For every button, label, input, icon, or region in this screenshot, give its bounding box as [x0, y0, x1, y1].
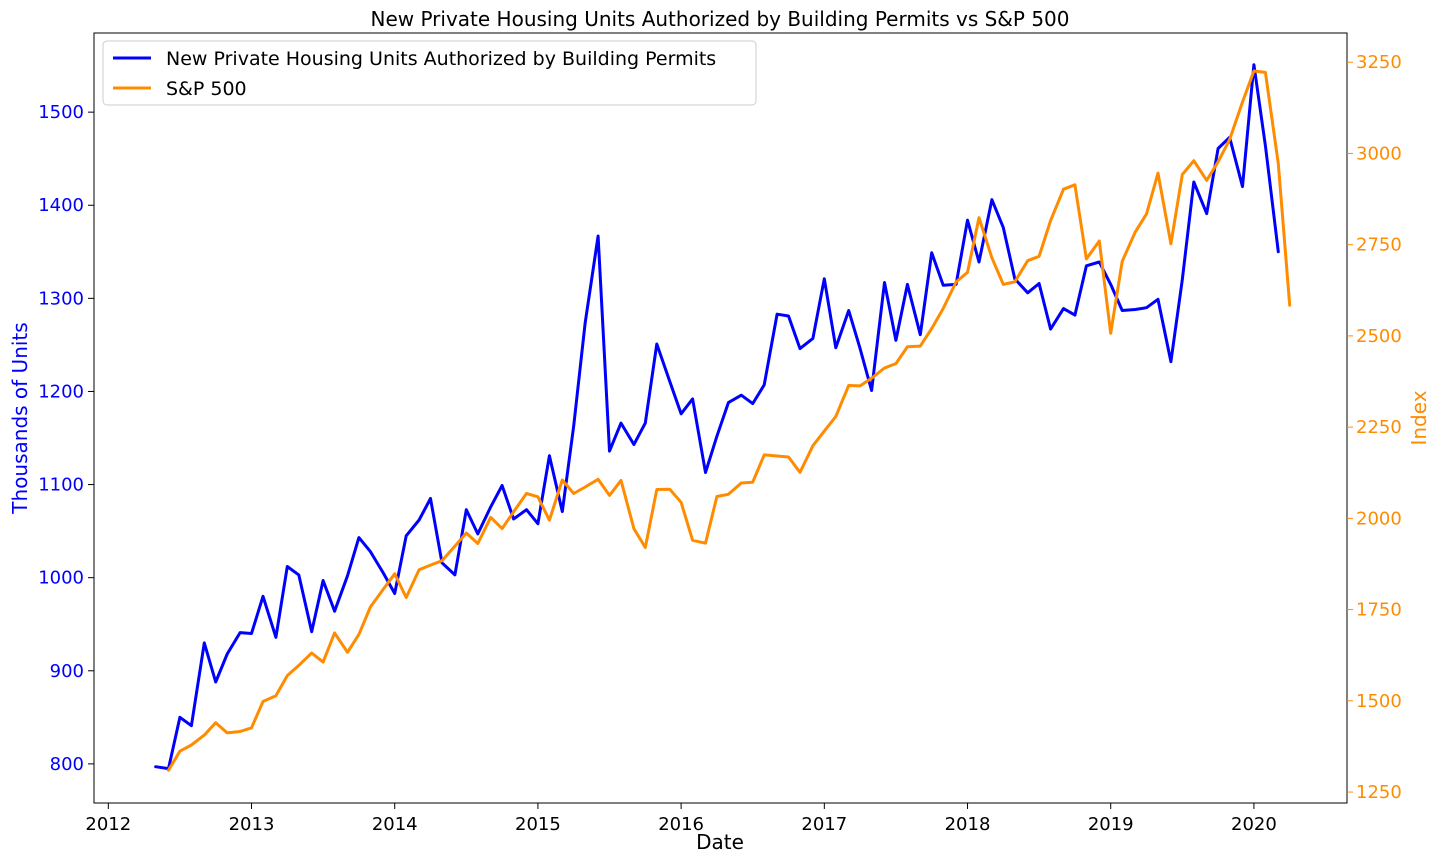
- x-tick-label: 2016: [658, 814, 704, 835]
- legend-label-housing: New Private Housing Units Authorized by …: [166, 48, 716, 70]
- y-tick-label-left: 1200: [38, 381, 84, 402]
- x-tick-label: 2018: [945, 814, 991, 835]
- y-tick-label-right: 1500: [1356, 691, 1402, 712]
- x-tick-label: 2012: [85, 814, 131, 835]
- y-tick-label-right: 1750: [1356, 600, 1402, 621]
- ticks-layer: 2012 2013 2014 2015 2016 2017 2018 2019 2020 800 9…: [38, 52, 1402, 835]
- x-tick-label: 2015: [515, 814, 561, 835]
- x-axis-title: Date: [696, 830, 744, 854]
- series-layer: [154, 63, 1292, 772]
- plot-frame: [93, 32, 1348, 804]
- y-tick-label-left: 1300: [38, 288, 84, 309]
- y-tick-label-right: 2750: [1356, 235, 1402, 256]
- y-tick-label-left: 800: [50, 754, 84, 775]
- legend-label-sp500: S&P 500: [166, 78, 247, 100]
- chart-title: New Private Housing Units Authorized by …: [370, 7, 1069, 31]
- y-tick-label-right: 3250: [1356, 52, 1402, 73]
- x-tick-label: 2019: [1088, 814, 1134, 835]
- x-tick-label: 2013: [229, 814, 275, 835]
- y-axis-left-title: Thousands of Units: [8, 322, 32, 514]
- y-tick-label-right: 2500: [1356, 326, 1402, 347]
- y-tick-label-right: 1250: [1356, 782, 1402, 803]
- x-tick-label: 2020: [1231, 814, 1277, 835]
- x-tick-label: 2014: [372, 814, 418, 835]
- legend: New Private Housing Units Authorized by …: [102, 40, 757, 106]
- series-line-housing-permits: [154, 63, 1280, 771]
- y-tick-label-left: 900: [50, 661, 84, 682]
- series-line-sp500: [167, 69, 1292, 772]
- y-tick-label-right: 2250: [1356, 417, 1402, 438]
- y-tick-label-left: 1000: [38, 568, 84, 589]
- y-tick-label-left: 1500: [38, 102, 84, 123]
- y-tick-label-right: 3000: [1356, 143, 1402, 164]
- y-axis-right-title: Index: [1407, 390, 1431, 445]
- legend-box: [102, 40, 757, 106]
- y-tick-label-left: 1100: [38, 475, 84, 496]
- y-tick-label-left: 1400: [38, 195, 84, 216]
- y-tick-label-right: 2000: [1356, 508, 1402, 529]
- x-tick-label: 2017: [801, 814, 847, 835]
